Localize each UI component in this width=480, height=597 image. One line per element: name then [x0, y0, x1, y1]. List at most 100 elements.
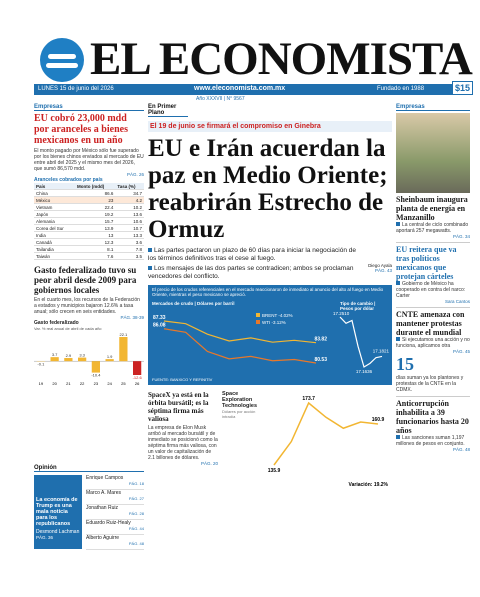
price: $15 [452, 81, 474, 95]
bullet: Gobierno de México ha cooperado en contr… [396, 281, 470, 299]
left-column: Empresas EU cobró 23,000 mdd por arancel… [34, 104, 144, 392]
cell: 86.6 [75, 189, 116, 197]
line [163, 320, 317, 344]
change: Variación: 19.2% [349, 482, 389, 488]
byline: Diego Ayala [368, 263, 392, 268]
stat-text: días suman ya los plantones y protestas … [396, 375, 464, 393]
legend-swatch [256, 320, 260, 324]
chart-title: Tipo de cambio | Pesos por dólar [340, 301, 376, 311]
center-column: En Primer Plano El 19 de junio se firmar… [148, 104, 392, 491]
name: Enrique Campos [86, 475, 124, 481]
page: PÁG. 44 [128, 526, 144, 531]
header-row: País Monto (mdd) Tasa (%) [34, 183, 144, 190]
headline: Gasto federalizado tuvo su peor abril de… [34, 265, 137, 295]
bullet: Las partes pactaron un plazo de 60 días … [148, 247, 362, 263]
kicker: El 19 de junio se firmará el compromiso … [148, 121, 392, 132]
line [339, 316, 383, 368]
cell: 34.7 [115, 189, 144, 197]
cell: 13 [75, 231, 116, 239]
section: Opinión [34, 465, 144, 472]
cell: 7.8 [115, 245, 144, 253]
body: La empresa de Elon Musk arribó al mercad… [148, 425, 218, 461]
row: India 13 13.3 [34, 231, 144, 239]
opinion: Opinión La economía de Trump es una mala… [34, 465, 144, 550]
stat: 15 [396, 354, 414, 374]
columnist: Jonathan Ruiz PÁG. 28 [86, 505, 144, 520]
value-label: 2.9 [66, 353, 72, 358]
bar [119, 337, 128, 362]
x-label: 19 [39, 381, 44, 386]
row: México 23 4.2 [34, 196, 144, 204]
page: PÁG. 28 [128, 511, 144, 516]
x-label: 25 [121, 381, 126, 386]
bullet: Las sanciones suman 1,197 millones de pe… [396, 435, 470, 447]
byline: Sara Cantos [444, 299, 470, 304]
cell: 13.6 [115, 210, 144, 218]
value-label: 3.7 [52, 352, 58, 357]
headline: CNTE amenaza con mantener protestas dura… [396, 310, 465, 337]
cell: 10.7 [115, 224, 144, 232]
name: Eduardo Ruiz-Healy [86, 520, 131, 526]
bar [78, 357, 87, 362]
cell: Corea del Sur [34, 224, 76, 232]
name: Marco A. Mares [86, 490, 122, 496]
cell: México [34, 196, 76, 204]
row: Alemania 15.7 10.6 [34, 217, 144, 225]
bullet: Los mensajes de las dos partes se contra… [148, 265, 362, 281]
founded: Fundado en 1988 [377, 86, 425, 92]
cell: Vietnam [34, 203, 76, 211]
x-label: 21 [66, 381, 71, 386]
page: PÁG. 48 [128, 541, 144, 546]
value-label: 3.3 [79, 353, 85, 358]
row: China 86.6 34.7 [34, 189, 144, 197]
cell: Canadá [34, 238, 76, 246]
cell: China [34, 189, 76, 197]
author: Desmond Lachman [36, 529, 80, 535]
cell: 22.4 [75, 203, 116, 211]
cell: 15.7 [75, 217, 116, 225]
legend-label: WTI -3.12% [262, 320, 286, 325]
cell: Japón [34, 210, 76, 218]
cell: 3.6 [115, 238, 144, 246]
legend-label: BRENT -4.02% [262, 313, 293, 318]
intro: El precio de los crudos referenciales en… [152, 287, 384, 297]
bar [50, 357, 59, 362]
cell: 4.2 [115, 196, 144, 204]
value-label: 160.9 [372, 417, 385, 423]
chart-panel: El precio de los crudos referenciales en… [148, 285, 392, 385]
cell: 19.2 [75, 210, 116, 218]
source: FUENTE: BANXICO Y REFINITIV [152, 377, 213, 382]
cell: 10.6 [115, 217, 144, 225]
name: Jonathan Ruiz [86, 505, 118, 511]
section: Empresas [396, 104, 470, 111]
x-label: 20 [52, 381, 57, 386]
section: En Primer Plano [148, 104, 188, 117]
value-label: 87.33 [153, 315, 166, 321]
cell: 13.3 [115, 231, 144, 239]
cell: 3.5 [115, 252, 144, 260]
cell: Tailandia [34, 245, 76, 253]
right-column: Empresas Sheinbaum inaugura planta de en… [396, 104, 470, 452]
chart-title: Gasto federalizado [34, 320, 79, 326]
feature-title: La economía de Trump es una mala noticia… [36, 497, 78, 527]
columnists: Enrique Campos PÁG. 18 Marco A. Mares PÁG. … [86, 475, 144, 550]
headline: Sheinbaum inaugura planta de energía en … [396, 195, 468, 222]
cell: India [34, 231, 76, 239]
bar [64, 358, 73, 362]
spacex-chart: 135.9 173.7 160.9 Variación: 19.2% [268, 396, 389, 488]
value-label: 86.08 [153, 323, 166, 329]
value-label: 17.1821 [373, 348, 390, 353]
page: PÁG. 45 [452, 349, 470, 354]
value-label: 173.7 [302, 396, 315, 402]
name: Alberto Aguirre [86, 535, 120, 541]
value-label: -10.4 [91, 373, 101, 378]
row: Vietnam 22.4 10.2 [34, 203, 144, 211]
x-label: 24 [107, 381, 112, 386]
x-label: 26 [135, 381, 140, 386]
value-label: 83.82 [314, 337, 327, 343]
oil-chart: 87.33 83.82 BRENT -4.02% 86.08 80.53 WTI -3.1… [153, 313, 327, 364]
cell: Alemania [34, 217, 76, 225]
columnist: Enrique Campos PÁG. 18 [86, 475, 144, 490]
page: PÁG. 48 [452, 447, 470, 452]
